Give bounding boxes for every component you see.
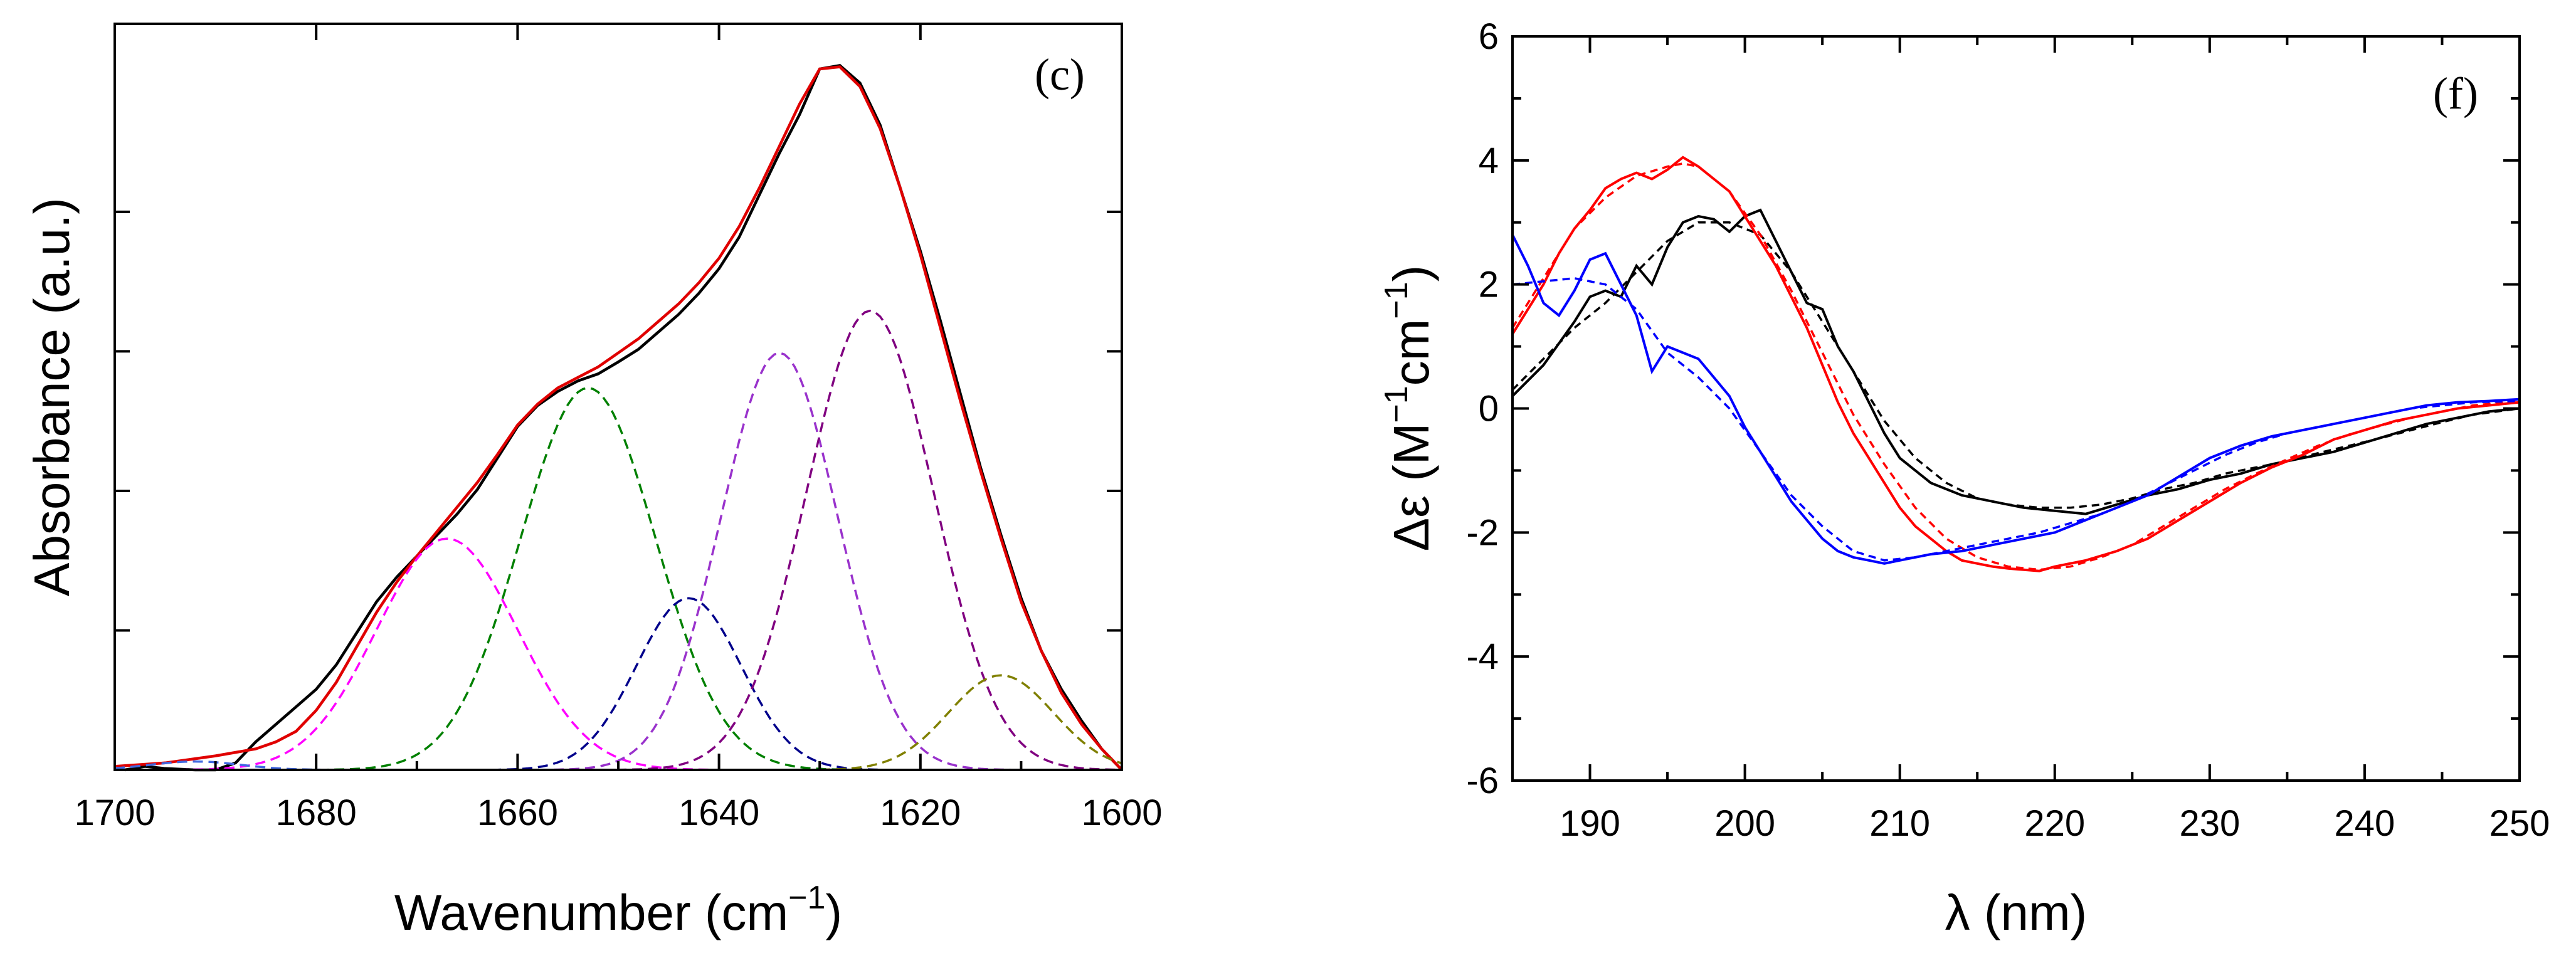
panel-f-x-tick-label: 220	[2024, 803, 2085, 844]
panel-c-plot-area	[114, 63, 1123, 772]
panel-f: 190 200 210 220 230 240 250 -6 -4 -2 0 2 4 6 (f) λ (n…	[1378, 16, 2550, 940]
panel-f-series-red-fit	[1511, 162, 2520, 571]
panel-c-series-component-1668	[115, 537, 1122, 771]
panel-c-frame	[113, 23, 1123, 771]
panel-c: 1700 1680 1660 1640 1620 1600 (c) Wavenumber …	[24, 23, 1163, 940]
panel-f-series-black-measured	[1511, 208, 2520, 515]
panel-f-x-tick-label: 190	[1560, 803, 1620, 844]
panel-f-x-tick-label: 230	[2179, 803, 2240, 844]
panel-f-x-tick-label: 200	[1714, 803, 1775, 844]
panel-f-series-red-measured	[1511, 155, 2520, 572]
panel-c-x-tick-label: 1600	[1081, 792, 1162, 833]
panel-f-y-tick-label: -2	[1466, 512, 1499, 553]
panel-f-y-tick-label: 4	[1479, 140, 1499, 181]
panel-f-y-tick-label: 2	[1479, 265, 1499, 305]
panel-f-y-tick-label: 6	[1479, 16, 1499, 57]
panel-f-letter: (f)	[2433, 68, 2478, 118]
panel-c-ticks: 1700 1680 1660 1640 1620 1600	[74, 24, 1163, 833]
panel-f-y-tick-label: -4	[1466, 636, 1499, 677]
panel-c-x-tick-label: 1620	[880, 792, 961, 833]
panel-f-series-black-fit	[1511, 221, 2520, 509]
panel-f-y-tick-label: -6	[1466, 761, 1499, 801]
panel-c-x-tick-label: 1640	[678, 792, 759, 833]
panel-c-series-component-1653	[115, 386, 1122, 771]
panel-f-y-tick-label: 0	[1479, 389, 1499, 429]
panel-f-x-tick-label: 240	[2335, 803, 2395, 844]
panel-f-series-blue-measured	[1511, 234, 2520, 565]
panel-f-x-axis-title: λ (nm)	[1945, 885, 2088, 940]
panel-f-series-blue-fit	[1512, 277, 2520, 562]
panel-c-series-component-1612	[115, 674, 1122, 771]
panel-c-series-component-1634	[115, 351, 1122, 771]
panel-c-series-experimental	[124, 63, 1123, 772]
panel-c-x-tick-label: 1680	[276, 792, 357, 833]
panel-f-plot-area	[1511, 155, 2520, 572]
panel-c-x-axis-title: Wavenumber (cm−1)	[394, 880, 842, 940]
panel-c-x-tick-label: 1660	[477, 792, 558, 833]
panel-f-x-tick-label: 210	[1869, 803, 1930, 844]
panel-f-y-axis-title: Δε (M−1cm−1)	[1378, 265, 1439, 551]
panel-c-y-axis-title: Absorbance (a.u.)	[24, 197, 80, 596]
panel-f-ticks: 190 200 210 220 230 240 250 -6 -4 -2 0 2 4 6	[1466, 16, 2550, 844]
panel-f-frame	[1511, 35, 2521, 782]
panel-f-x-tick-label: 250	[2489, 803, 2550, 844]
panel-c-x-tick-label: 1700	[74, 792, 155, 833]
panel-c-series-component-1625	[115, 309, 1122, 771]
panel-c-letter: (c)	[1035, 50, 1085, 100]
panel-c-series-fit	[114, 65, 1123, 771]
